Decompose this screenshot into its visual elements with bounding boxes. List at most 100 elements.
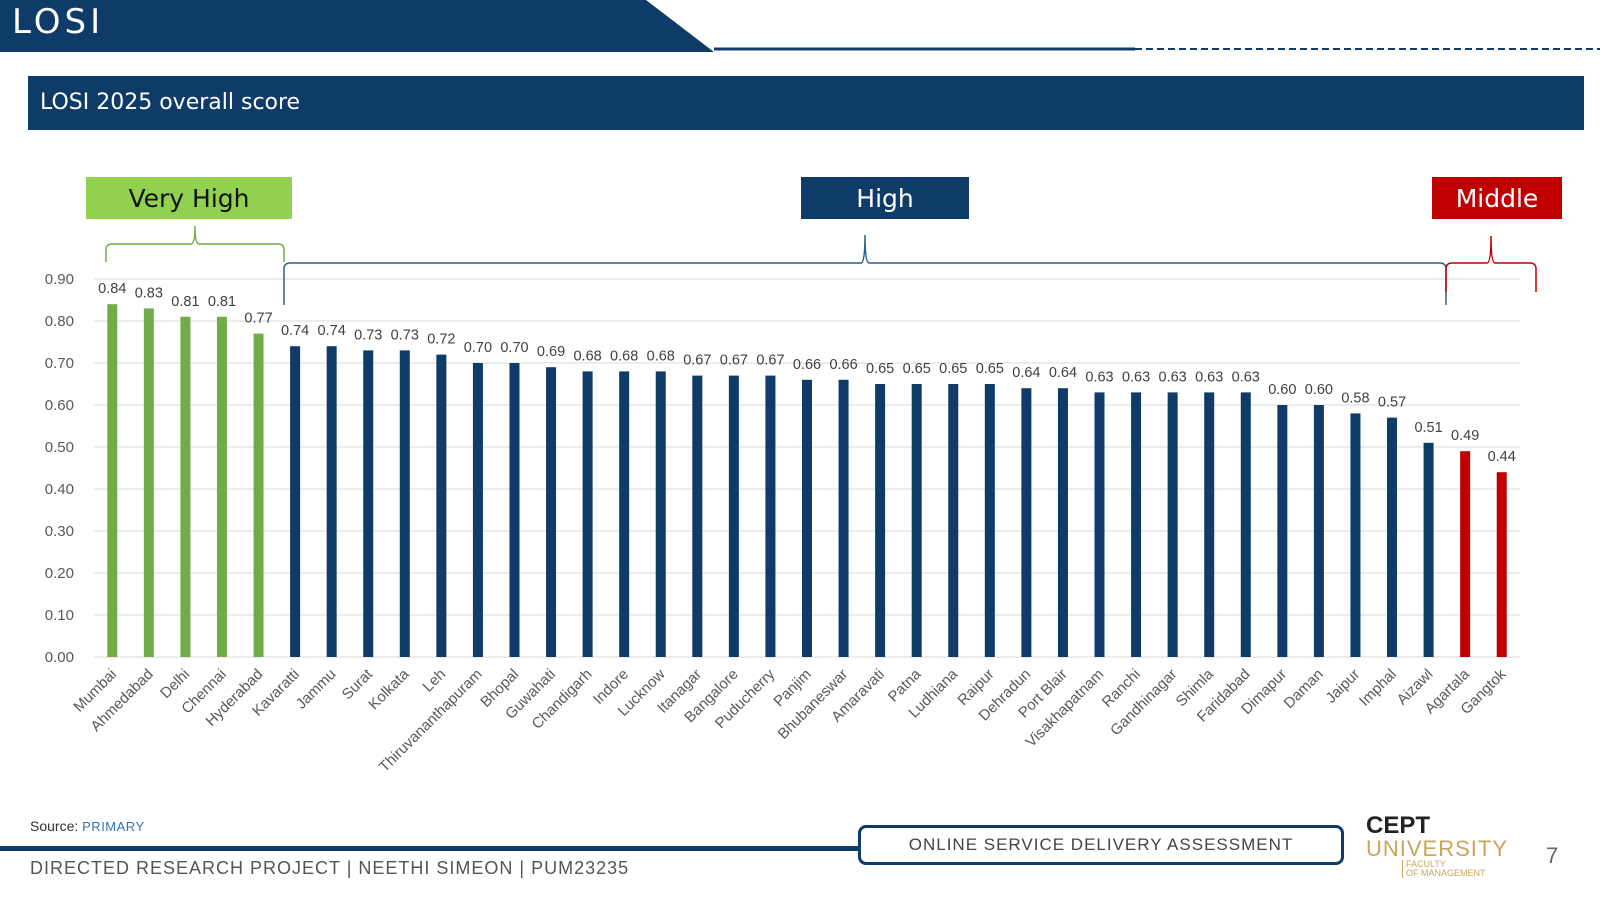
- data-label: 0.68: [647, 348, 675, 364]
- middle-bracket: [1445, 235, 1537, 292]
- bar: [472, 363, 483, 657]
- bar: [107, 304, 118, 657]
- bar: [436, 354, 447, 657]
- data-label: 0.70: [464, 340, 492, 356]
- data-label: 0.65: [866, 361, 894, 377]
- bar: [253, 333, 264, 657]
- source-value: PRIMARY: [82, 819, 145, 834]
- data-label: 0.63: [1232, 369, 1260, 385]
- data-label: 0.68: [573, 348, 601, 364]
- data-label: 0.81: [208, 294, 236, 310]
- very-high-bracket: [105, 225, 285, 262]
- bar: [143, 308, 154, 657]
- data-label: 0.84: [98, 281, 126, 297]
- bar: [399, 350, 410, 657]
- data-label: 0.73: [354, 327, 382, 343]
- data-label: 0.67: [720, 353, 748, 369]
- x-tick-label: Jammu: [293, 666, 340, 713]
- bar: [1240, 392, 1251, 657]
- data-label: 0.63: [1159, 369, 1187, 385]
- x-tick-label: Kolkata: [365, 665, 413, 713]
- logo-faculty-line2: OF MANAGEMENT: [1406, 868, 1486, 878]
- page-number: 7: [1546, 843, 1559, 868]
- data-label: 0.72: [427, 332, 455, 348]
- data-label: 0.74: [281, 323, 309, 339]
- data-label: 0.60: [1268, 382, 1296, 398]
- bar: [180, 316, 191, 657]
- data-label: 0.67: [683, 353, 711, 369]
- page-title: LOSI: [12, 2, 105, 42]
- bar: [582, 371, 593, 657]
- source-label: Source:: [30, 818, 79, 834]
- bar: [1057, 388, 1068, 657]
- data-label: 0.65: [976, 361, 1004, 377]
- logo-university: UNIVERSITY: [1366, 836, 1509, 861]
- data-label: 0.63: [1085, 369, 1113, 385]
- y-tick-label: 0.50: [45, 439, 74, 456]
- footer-assessment-title: ONLINE SERVICE DELIVERY ASSESSMENT: [858, 825, 1344, 865]
- cept-logo: CEPT UNIVERSITY FACULTY OF MANAGEMENT: [1366, 814, 1509, 884]
- bar: [1387, 417, 1398, 657]
- y-tick-label: 0.20: [45, 565, 74, 582]
- x-tick-label: Leh: [419, 666, 449, 696]
- bar: [911, 384, 922, 657]
- data-label: 0.51: [1414, 420, 1442, 436]
- high-bracket: [283, 234, 1447, 305]
- banner-title: LOSI 2025 overall score: [40, 90, 301, 115]
- bar: [509, 363, 520, 657]
- data-label: 0.83: [135, 285, 163, 301]
- bar: [1460, 451, 1471, 657]
- bar-chart: 0.00 0.10 0.20 0.30 0.40 0.50 0.60 0.70 0.80 0.90…: [45, 225, 1537, 776]
- data-label: 0.63: [1122, 369, 1150, 385]
- data-label: 0.65: [903, 361, 931, 377]
- bar: [655, 371, 666, 657]
- middle-label: Middle: [1432, 177, 1562, 219]
- logo-faculty: FACULTY OF MANAGEMENT: [1402, 860, 1506, 878]
- bar: [765, 375, 776, 657]
- y-tick-label: 0.90: [45, 271, 74, 288]
- x-tick-label: Daman: [1281, 666, 1327, 712]
- data-label: 0.64: [1049, 365, 1077, 381]
- bar: [948, 384, 959, 657]
- bar: [1021, 388, 1032, 657]
- y-tick-label: 0.60: [45, 397, 74, 414]
- data-label: 0.81: [171, 294, 199, 310]
- y-tick-label: 0.70: [45, 355, 74, 372]
- data-label: 0.58: [1341, 390, 1369, 406]
- bar: [619, 371, 630, 657]
- data-label: 0.65: [939, 361, 967, 377]
- bar: [802, 379, 812, 657]
- bar: [838, 379, 849, 657]
- data-label: 0.73: [391, 327, 419, 343]
- data-label: 0.74: [318, 323, 346, 339]
- x-tick-label: Imphal: [1356, 666, 1400, 710]
- y-tick-label: 0.30: [45, 523, 74, 540]
- bar: [1496, 472, 1507, 657]
- footer-rule: [0, 846, 860, 851]
- bar: [1313, 405, 1324, 657]
- data-label: 0.60: [1305, 382, 1333, 398]
- data-label: 0.57: [1378, 395, 1406, 411]
- bar: [1423, 442, 1434, 657]
- data-label: 0.44: [1488, 449, 1516, 465]
- bar: [1204, 392, 1215, 657]
- footer-project-info: DIRECTED RESEARCH PROJECT | NEETHI SIMEO…: [30, 858, 630, 878]
- logo-faculty-line1: FACULTY: [1406, 859, 1446, 869]
- bar: [363, 350, 374, 657]
- data-label: 0.68: [610, 348, 638, 364]
- bar: [216, 316, 227, 657]
- high-label: High: [801, 177, 969, 219]
- bar: [1094, 392, 1105, 657]
- bar: [692, 375, 703, 657]
- data-label: 0.64: [1012, 365, 1040, 381]
- bar: [984, 384, 995, 657]
- very-high-label: Very High: [86, 177, 292, 219]
- y-tick-label: 0.10: [45, 607, 74, 624]
- y-tick-label: 0.40: [45, 481, 74, 498]
- bar: [326, 346, 337, 657]
- section-banner: LOSI 2025 overall score: [28, 76, 1584, 130]
- source-note: Source: PRIMARY: [30, 818, 145, 834]
- data-label: 0.77: [244, 311, 272, 327]
- data-label: 0.63: [1195, 369, 1223, 385]
- bar: [875, 384, 886, 657]
